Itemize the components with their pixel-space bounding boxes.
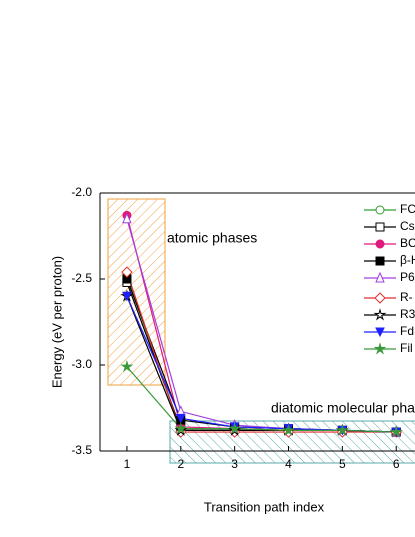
x-tick-label: 4: [285, 457, 292, 471]
marker: [174, 421, 188, 435]
marker: [120, 359, 134, 373]
y-tick-label: -3.5: [71, 443, 92, 457]
legend-label: BC: [400, 236, 415, 250]
x-tick-label: 5: [339, 457, 346, 471]
x-tick-label: 1: [124, 457, 131, 471]
legend-marker: [373, 342, 387, 355]
marker: [335, 423, 349, 436]
legend-label: R-: [400, 290, 413, 304]
x-tick-label: 2: [177, 457, 184, 471]
x-axis-label: Transition path index: [204, 499, 325, 514]
legend-marker: [375, 222, 385, 232]
marker: [122, 212, 132, 224]
series-line: [126, 271, 397, 433]
y-tick-label: -3.0: [71, 357, 92, 371]
legend-marker: [375, 327, 385, 338]
marker: [121, 266, 133, 278]
marker: [389, 425, 403, 438]
legend-label: Cs: [400, 219, 415, 233]
marker: [175, 413, 186, 424]
x-tick-label: 3: [231, 457, 238, 471]
annotation: atomic phases: [167, 230, 257, 246]
legend-marker: [375, 239, 385, 249]
marker: [122, 291, 132, 302]
series-line: [126, 366, 397, 433]
legend-label: Fil: [400, 341, 413, 355]
legend-label: FC: [400, 202, 415, 216]
legend-label: Fd: [400, 324, 414, 338]
marker: [228, 421, 242, 435]
y-tick-label: -2.5: [71, 271, 92, 285]
marker: [282, 423, 295, 436]
x-tick-label: 6: [393, 457, 400, 471]
legend-marker: [373, 308, 387, 321]
legend-label: β-H: [400, 253, 415, 267]
legend-label: P6: [400, 270, 415, 284]
y-axis-label: Energy (eV per proton): [49, 256, 64, 388]
legend-marker: [375, 271, 385, 283]
legend-marker: [374, 292, 386, 304]
annotation: diatomic molecular pha: [271, 400, 415, 416]
legend-marker: [375, 256, 385, 266]
legend-label: R3: [400, 307, 415, 321]
legend-marker: [375, 205, 385, 215]
y-tick-label: -2.0: [71, 185, 92, 199]
